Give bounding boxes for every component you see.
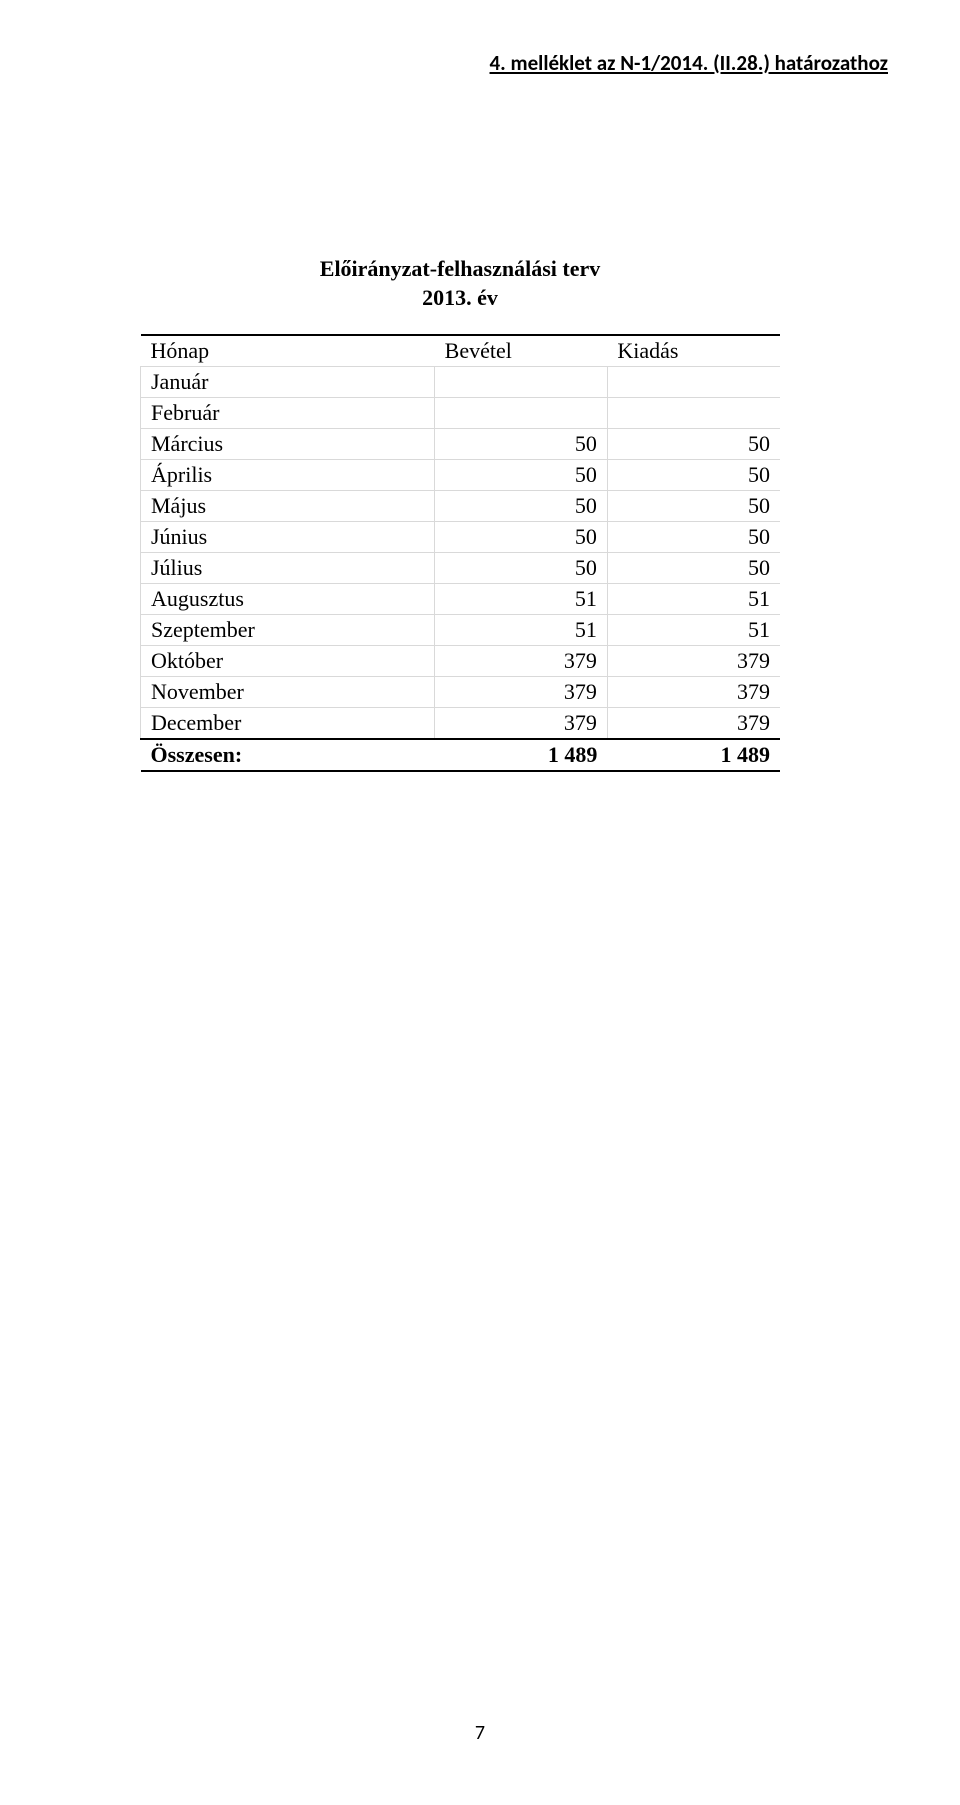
table-row: Február — [141, 398, 781, 429]
month-label: Május — [141, 491, 435, 522]
month-kiadas: 51 — [607, 615, 780, 646]
month-kiadas: 50 — [607, 553, 780, 584]
month-label: Március — [141, 429, 435, 460]
total-bevetel: 1 489 — [435, 739, 608, 771]
table-row: Július 50 50 — [141, 553, 781, 584]
month-label: Október — [141, 646, 435, 677]
col-header-bevetel: Bevétel — [435, 335, 608, 367]
content-area: Előirányzat-felhasználási terv 2013. év … — [140, 255, 780, 772]
month-label: Február — [141, 398, 435, 429]
month-bevetel: 50 — [435, 553, 608, 584]
table-row: Augusztus 51 51 — [141, 584, 781, 615]
month-bevetel: 379 — [435, 708, 608, 740]
title-line-1: Előirányzat-felhasználási terv — [320, 256, 600, 281]
page-number: 7 — [0, 1721, 960, 1745]
month-bevetel: 51 — [435, 584, 608, 615]
month-kiadas: 379 — [607, 646, 780, 677]
month-kiadas: 51 — [607, 584, 780, 615]
month-kiadas: 379 — [607, 677, 780, 708]
table-row: November 379 379 — [141, 677, 781, 708]
month-bevetel: 50 — [435, 491, 608, 522]
month-kiadas — [607, 398, 780, 429]
table-row: Április 50 50 — [141, 460, 781, 491]
month-bevetel: 379 — [435, 646, 608, 677]
month-kiadas: 379 — [607, 708, 780, 740]
month-bevetel: 51 — [435, 615, 608, 646]
month-bevetel — [435, 367, 608, 398]
month-bevetel: 50 — [435, 460, 608, 491]
table-row: Október 379 379 — [141, 646, 781, 677]
table-row: Szeptember 51 51 — [141, 615, 781, 646]
month-kiadas: 50 — [607, 491, 780, 522]
month-label: Június — [141, 522, 435, 553]
title-block: Előirányzat-felhasználási terv 2013. év — [140, 255, 780, 312]
table-row: Március 50 50 — [141, 429, 781, 460]
month-label: Április — [141, 460, 435, 491]
month-label: Szeptember — [141, 615, 435, 646]
title-line-2: 2013. év — [422, 285, 498, 310]
month-label: December — [141, 708, 435, 740]
month-kiadas — [607, 367, 780, 398]
table-row: Június 50 50 — [141, 522, 781, 553]
month-kiadas: 50 — [607, 522, 780, 553]
col-header-kiadas: Kiadás — [607, 335, 780, 367]
table-header-row: Hónap Bevétel Kiadás — [141, 335, 781, 367]
total-label: Összesen: — [141, 739, 435, 771]
month-bevetel: 379 — [435, 677, 608, 708]
plan-table: Hónap Bevétel Kiadás Január Február Márc… — [140, 334, 780, 772]
month-bevetel — [435, 398, 608, 429]
table-total-row: Összesen: 1 489 1 489 — [141, 739, 781, 771]
month-kiadas: 50 — [607, 460, 780, 491]
table-row: Május 50 50 — [141, 491, 781, 522]
total-kiadas: 1 489 — [607, 739, 780, 771]
month-kiadas: 50 — [607, 429, 780, 460]
month-label: Július — [141, 553, 435, 584]
month-label: November — [141, 677, 435, 708]
table-row: Január — [141, 367, 781, 398]
month-label: Január — [141, 367, 435, 398]
month-label: Augusztus — [141, 584, 435, 615]
attachment-header: 4. melléklet az N-1/2014. (II.28.) határ… — [490, 50, 888, 76]
col-header-month: Hónap — [141, 335, 435, 367]
table-row: December 379 379 — [141, 708, 781, 740]
month-bevetel: 50 — [435, 429, 608, 460]
month-bevetel: 50 — [435, 522, 608, 553]
